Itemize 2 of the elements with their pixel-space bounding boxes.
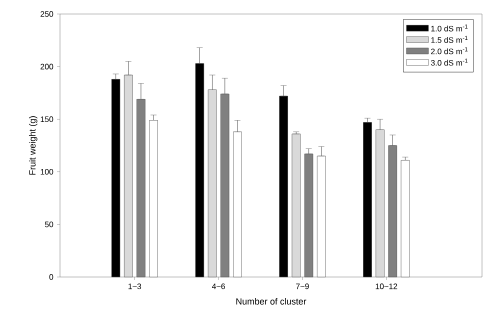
x-axis-title: Number of cluster [236, 298, 306, 305]
y-axis-title: Fruit weight (g) [28, 116, 38, 175]
